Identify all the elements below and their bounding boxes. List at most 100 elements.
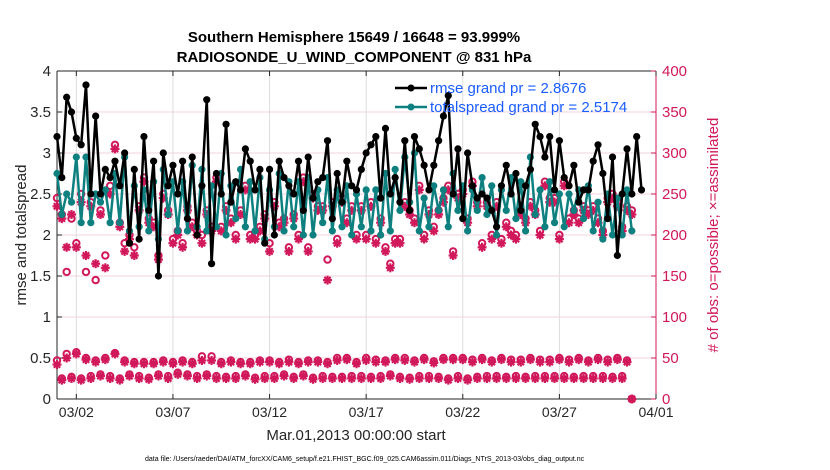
obs-assimilated-point — [598, 374, 608, 383]
rmse-point — [497, 182, 506, 190]
rmse-point — [628, 190, 636, 198]
star-core — [286, 359, 292, 365]
totalspread-point — [391, 165, 399, 173]
star-core — [498, 357, 504, 363]
totalspread-point — [608, 231, 617, 239]
rmse-point — [304, 153, 312, 161]
rmse-point — [140, 133, 148, 141]
totalspread-point — [478, 174, 486, 182]
star-core — [122, 248, 128, 254]
totalspread-point — [536, 186, 544, 194]
rmse-point — [367, 141, 375, 149]
obs-assimilated-point — [153, 371, 163, 381]
obs-assimilated-point — [511, 234, 521, 244]
star-core — [537, 359, 543, 365]
totalspread-point — [251, 227, 259, 235]
y-tick-left-label: 4 — [43, 63, 51, 80]
obs-assimilated-point — [129, 359, 139, 369]
obs-assimilated-point — [115, 375, 125, 385]
totalspread-point — [512, 215, 520, 223]
totalspread-point — [386, 227, 394, 235]
obs-assimilated-point — [453, 374, 463, 383]
star-core — [527, 203, 533, 209]
rmse-point — [507, 190, 515, 198]
star-core — [489, 359, 495, 365]
obs-assimilated-point — [197, 238, 207, 248]
star-core — [619, 376, 625, 381]
totalspread-point — [541, 223, 549, 231]
star-core — [300, 373, 306, 379]
rmse-point — [483, 194, 491, 202]
y-tick-left-label: 2 — [43, 227, 51, 244]
totalspread-point — [67, 198, 76, 206]
star-core — [547, 359, 553, 365]
obs-assimilated-point — [52, 360, 62, 370]
star-core — [64, 355, 70, 361]
star-core — [54, 203, 60, 209]
rmse-point — [604, 215, 612, 223]
obs-assimilated-point — [95, 210, 105, 219]
rmse-point — [251, 186, 259, 194]
star-core — [151, 224, 157, 230]
rmse-point — [63, 93, 71, 101]
star-core — [151, 361, 157, 367]
rmse-point — [637, 186, 646, 194]
obs-assimilated-point — [385, 371, 395, 381]
obs-assimilated-point — [342, 355, 352, 365]
rmse-point — [589, 157, 597, 165]
star-core — [315, 359, 321, 365]
obs-assimilated-point — [385, 263, 395, 273]
star-core — [291, 376, 297, 381]
obs-assimilated-point — [438, 355, 448, 365]
star-core — [247, 236, 253, 242]
star-core — [54, 362, 60, 368]
star-core — [271, 376, 277, 381]
star-core — [257, 228, 263, 234]
rmse-point — [82, 81, 90, 89]
rmse-point — [314, 178, 322, 186]
totalspread-point — [517, 178, 525, 186]
obs-assimilated-point — [332, 355, 342, 365]
series-obs-assimilated-low- — [52, 349, 637, 404]
totalspread-point — [483, 210, 491, 219]
x-tick-label: 03/02 — [59, 404, 94, 420]
obs-assimilated-point — [583, 357, 593, 367]
rmse-point — [410, 133, 419, 141]
y-tick-left-label: 1.5 — [30, 268, 51, 285]
obs-assimilated-point — [467, 357, 477, 367]
totalspread-point — [309, 231, 317, 239]
obs-assimilated-point — [139, 359, 149, 369]
series-layer — [52, 81, 646, 404]
star-core — [242, 373, 248, 379]
y-tick-right-label: 350 — [662, 104, 687, 121]
totalspread-point — [570, 206, 578, 214]
totalspread-point — [377, 231, 385, 239]
rmse-point — [618, 190, 626, 198]
rmse-point — [299, 206, 307, 214]
totalspread-point — [101, 186, 109, 194]
star-core — [566, 220, 572, 226]
series-totalspread — [53, 149, 636, 243]
star-core — [213, 376, 219, 381]
rmse-point — [449, 190, 457, 198]
rmse-point — [183, 215, 192, 223]
obs-assimilated-point — [390, 355, 400, 365]
obs-assimilated-point — [279, 371, 289, 381]
y-tick-right-label: 250 — [662, 186, 687, 203]
rmse-point — [169, 161, 177, 169]
rmse-point — [178, 157, 187, 165]
obs-assimilated-point — [554, 355, 564, 365]
obs-assimilated-point — [496, 238, 506, 248]
obs-possible-point — [91, 275, 100, 285]
star-core — [112, 146, 118, 152]
star-core — [262, 376, 268, 381]
star-core — [421, 357, 427, 363]
rmse-point — [468, 182, 477, 190]
rmse-point — [565, 182, 573, 190]
totalspread-point — [565, 190, 573, 198]
rmse-point — [546, 133, 554, 141]
rmse-point — [275, 157, 283, 165]
rmse-point — [435, 137, 443, 145]
star-core — [455, 376, 461, 381]
rmse-point — [87, 190, 95, 198]
